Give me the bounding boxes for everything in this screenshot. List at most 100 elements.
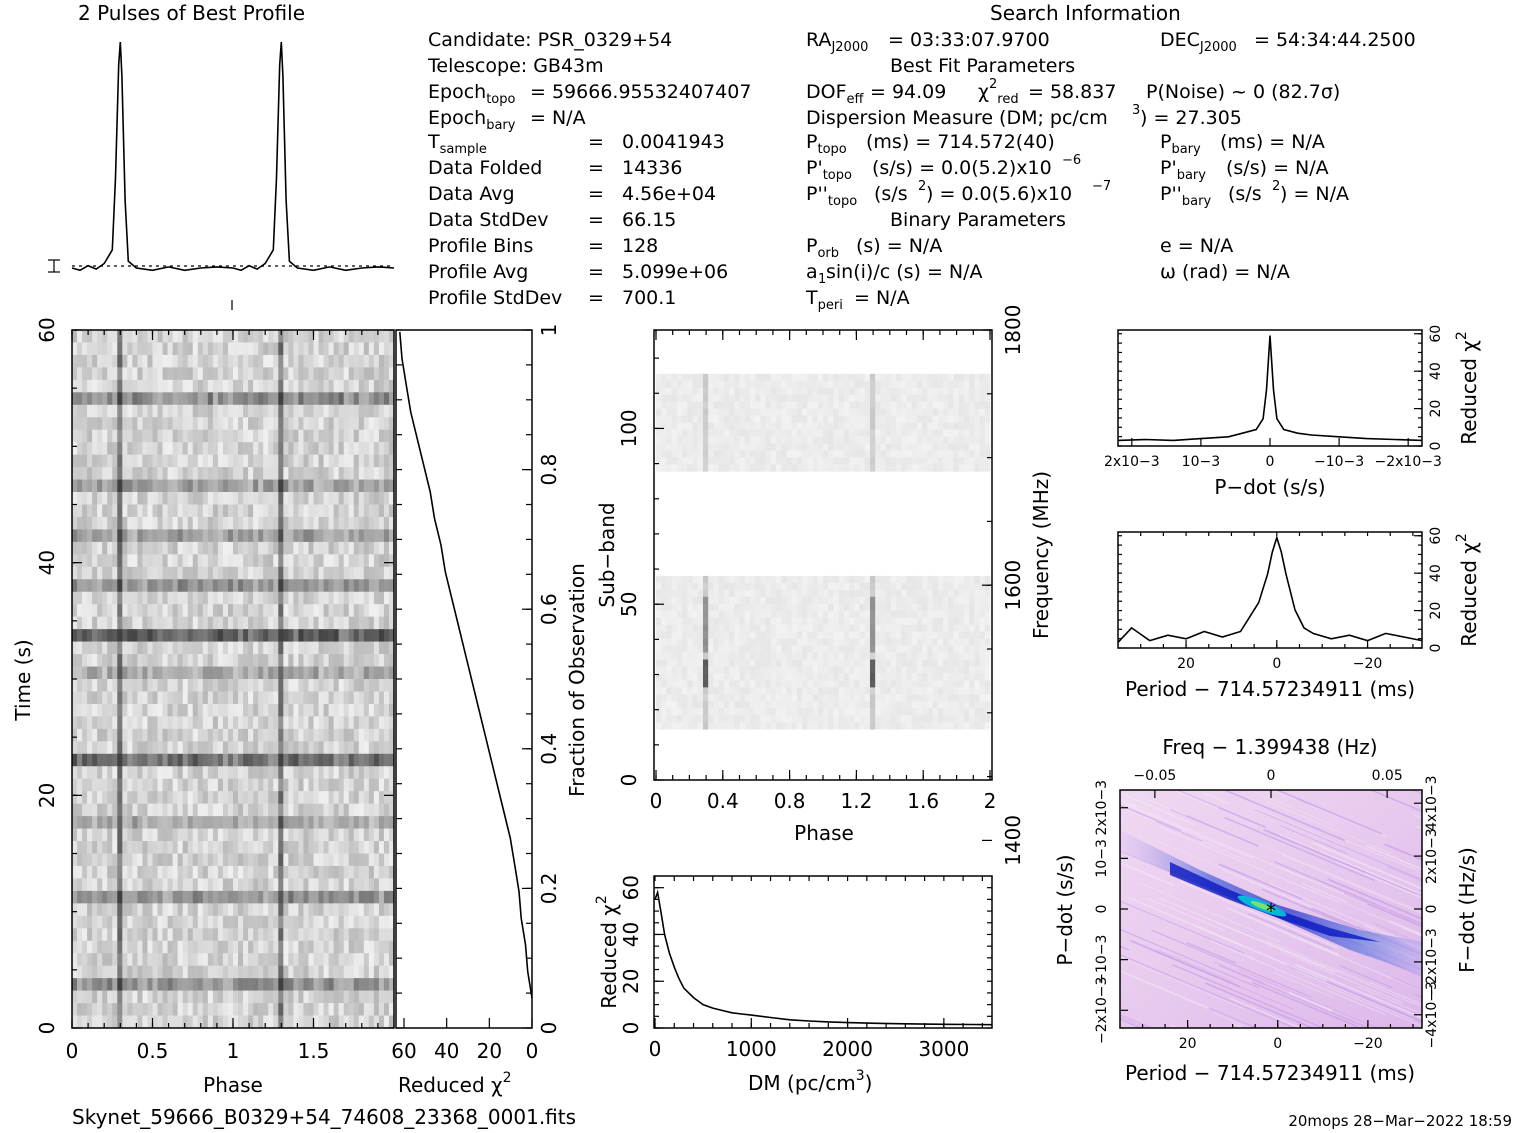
time-phase-cell [77,865,83,879]
time-phase-cell [288,803,294,817]
time-phase-cell [92,541,98,555]
time-phase-cell [157,579,163,593]
time-phase-cell [363,492,370,505]
time-phase-cell [318,940,324,954]
time-phase-cell [227,566,234,580]
time-phase-cell [263,953,269,966]
subband-cell [692,408,699,416]
time-phase-cell [137,541,143,555]
time-phase-cell [353,554,360,568]
time-phase-cell [378,342,385,356]
time-phase-cell [243,354,249,368]
subband-cell [718,450,725,458]
subband-cell [880,443,886,451]
subband-cell [911,429,918,437]
time-phase-cell [263,591,269,605]
time-phase-cell [102,703,108,717]
subband-cell [687,408,693,416]
time-phase-cell [177,679,183,692]
time-phase-cell [132,903,138,917]
time-phase-cell [152,978,158,991]
time-phase-cell [192,778,199,792]
time-phase-cell [378,404,385,418]
subband-cell [911,589,918,598]
time-phase-cell [253,442,259,455]
subband-cell [791,380,798,389]
time-phase-cell [112,429,118,443]
subband-cell [708,408,714,416]
time-phase-cell [187,716,194,730]
time-phase-cell [343,1003,350,1016]
time-phase-cell [207,354,214,368]
time-phase-cell [298,778,304,792]
time-phase-cell [358,367,365,381]
subband-cell [969,582,975,591]
time-phase-cell [238,728,244,742]
time-phase-cell [278,716,284,730]
time-phase-cell [298,928,304,942]
subband-cell [854,596,860,605]
subband-cell [755,436,761,444]
time-phase-cell [258,791,264,804]
time-phase-cell [278,467,284,480]
time-phase-cell [97,529,103,543]
time-phase-cell [202,903,209,917]
subband-cell [916,450,923,458]
time-phase-cell [157,541,163,555]
time-phase-cell [127,791,133,804]
time-phase-cell [177,591,183,605]
time-phase-cell [72,816,78,829]
time-phase-cell [308,492,314,505]
omega-line: ω (rad) = N/A [1160,261,1290,283]
subband-cell [812,380,819,389]
time-phase-cell [363,716,370,730]
subband-cell [744,401,751,409]
time-phase-cell [273,666,279,680]
subband-cell [864,394,871,402]
time-phase-cell [227,379,234,393]
subband-cell [969,443,975,451]
time-phase-cell [222,429,229,443]
time-phase-cell [268,417,274,431]
subband-cell [974,394,980,402]
time-phase-cell [383,1003,390,1016]
subband-cell [671,429,678,437]
subband-cell [661,408,667,416]
time-phase-cell [233,1015,239,1029]
ptopo-label: Ptopo [806,131,847,157]
time-phase-cell [167,878,173,892]
subband-cell [661,394,667,402]
time-phase-cell [132,591,138,605]
subband-cell [776,429,782,437]
subband-cell [776,464,782,472]
subband-cell [890,457,897,465]
time-phase-cell [368,417,375,431]
time-phase-cell [162,766,168,780]
subband-cell [854,450,860,458]
subband-cell [948,429,954,437]
time-phase-cell [348,978,355,991]
time-phase-cell [288,641,294,655]
subband-cell [723,422,730,430]
subband-cell [906,450,913,458]
time-phase-cell [177,890,183,904]
time-phase-cell [157,454,163,468]
time-phase-cell [167,915,173,929]
time-phase-cell [162,716,168,730]
time-phase-cell [348,454,355,468]
time-phase-cell [313,367,319,381]
time-phase-cell [112,803,118,817]
time-phase-cell [82,728,88,742]
subband-cell [702,596,709,605]
subband-cell [953,422,959,430]
time-phase-cell [333,953,339,966]
subband-cell [749,408,756,416]
time-phase-cell [368,467,375,480]
time-phase-cell [77,940,83,954]
subband-cell [859,387,866,396]
time-phase-cell [273,865,279,879]
subband-cell [676,422,683,430]
subband-cell [770,464,777,472]
time-phase-cell [268,467,274,480]
time-phase-cell [187,354,194,368]
